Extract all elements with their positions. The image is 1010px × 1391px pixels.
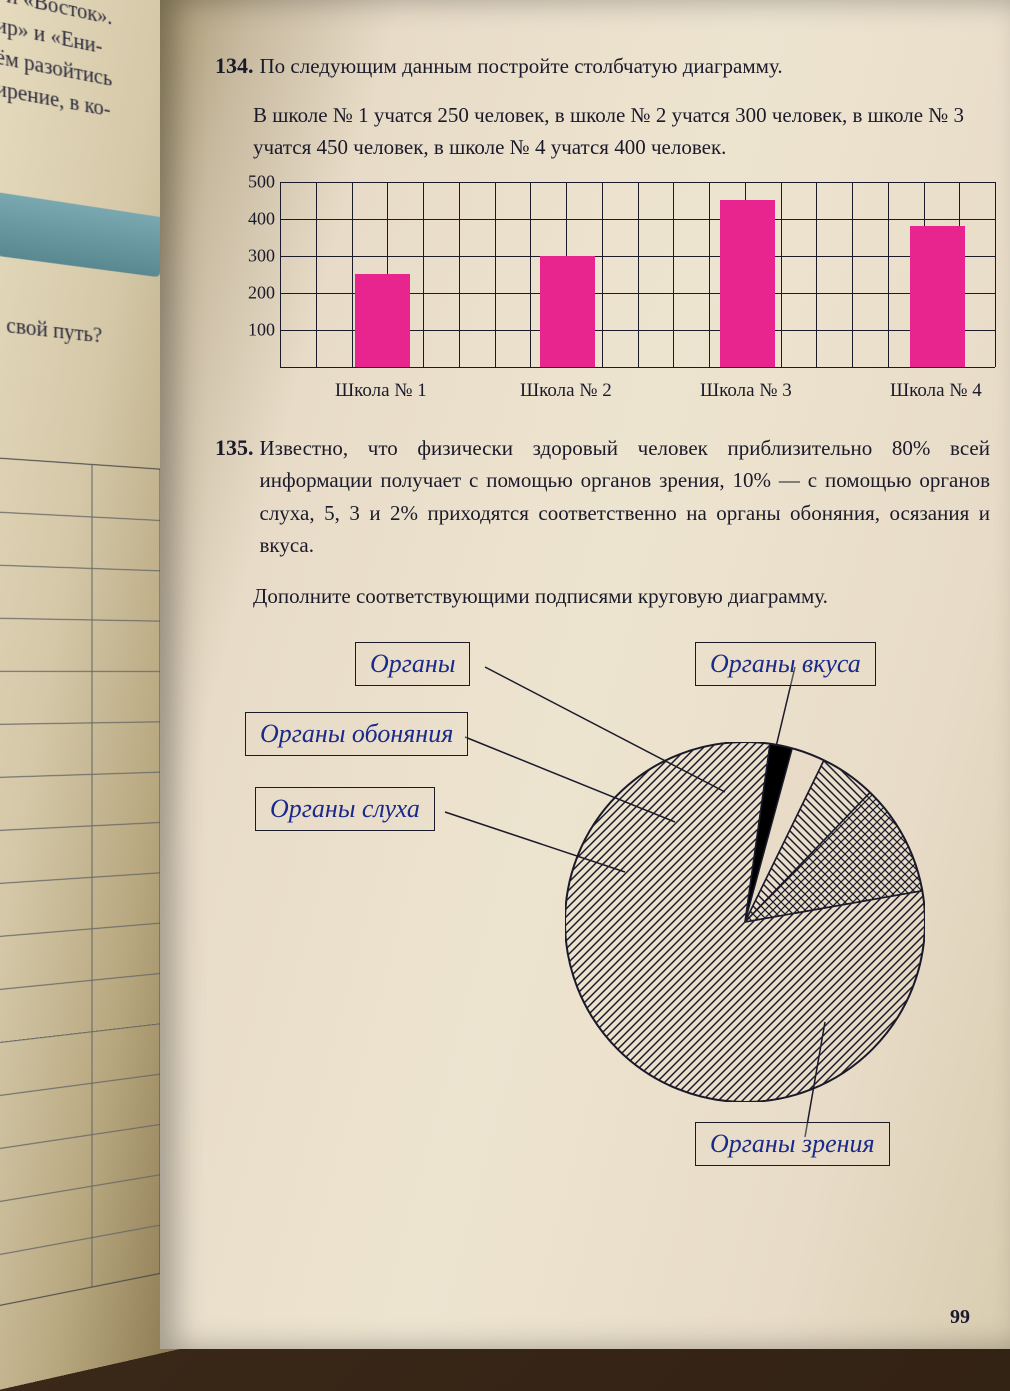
chart-bar — [910, 226, 965, 367]
problem-134-title: По следующим данным постройте столбчатую… — [260, 50, 783, 83]
problem-135-body2: Дополните соответствующими подписями кру… — [215, 580, 990, 613]
pie-label: Органы — [355, 642, 470, 686]
problem-135-row: 135. Известно, что физически здоровый че… — [215, 432, 990, 562]
x-tick-label: Школа № 4 — [890, 380, 982, 402]
x-tick-label: Школа № 2 — [520, 380, 612, 402]
pie-label: Органы зрения — [695, 1122, 890, 1166]
left-text-5: свой путь? — [6, 310, 102, 352]
left-page-fragment: и «Восток». ир» и «Ени- ём разойтись ире… — [0, 0, 180, 1391]
pie-label: Органы вкуса — [695, 642, 876, 686]
y-tick-label: 300 — [235, 245, 275, 266]
problem-135-body1: Известно, что физически здоровый человек… — [260, 432, 991, 562]
pie-label: Органы слуха — [255, 787, 435, 831]
page-wrapper: и «Восток». ир» и «Ени- ём разойтись ире… — [0, 0, 1010, 1349]
y-tick-label: 100 — [235, 319, 275, 340]
pie-svg — [565, 742, 925, 1102]
x-tick-label: Школа № 1 — [335, 380, 427, 402]
bar-chart: 100200300400500 Школа № 1Школа № 2Школа … — [235, 182, 995, 402]
left-grid — [0, 457, 161, 1306]
chart-bar — [540, 256, 595, 367]
x-tick-label: Школа № 3 — [700, 380, 792, 402]
y-tick-label: 400 — [235, 208, 275, 229]
pie-holder — [565, 742, 925, 1102]
chart-bar — [355, 274, 410, 367]
pie-chart-area: Органы Органы обоняния Органы слуха Органы … — [225, 642, 985, 1172]
chart-bar — [720, 200, 775, 367]
ship-illustration — [0, 192, 161, 278]
right-page: 134. По следующим данным постройте столб… — [160, 0, 1010, 1349]
y-tick-label: 500 — [235, 171, 275, 192]
problem-134-title-row: 134. По следующим данным постройте столб… — [215, 50, 990, 83]
problem-num-134: 134. — [215, 53, 254, 79]
y-tick-label: 200 — [235, 282, 275, 303]
problem-num-135: 135. — [215, 435, 254, 461]
page-number: 99 — [950, 1306, 970, 1329]
pie-label: Органы обоняния — [245, 712, 468, 756]
problem-134-body: В школе № 1 учатся 250 человек, в школе … — [215, 99, 990, 164]
